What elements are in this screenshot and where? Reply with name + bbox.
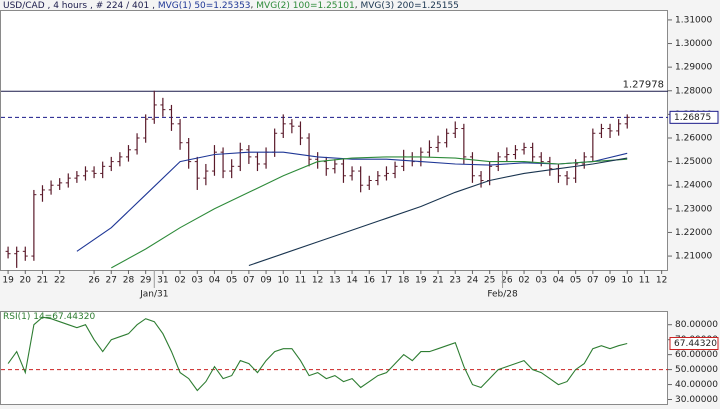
x-tick-label: 17 bbox=[381, 276, 392, 286]
x-tick-label: 11 bbox=[639, 276, 650, 286]
series-line bbox=[7, 316, 628, 392]
reference-label: 1.27978 bbox=[623, 79, 664, 90]
x-tick-label: 19 bbox=[415, 276, 427, 286]
x-tick-label: 22 bbox=[54, 276, 65, 286]
y-tick-label: 60.00000 bbox=[675, 350, 718, 360]
x-tick-label: 05 bbox=[226, 276, 237, 286]
x-tick-label: 04 bbox=[553, 276, 565, 286]
series-line bbox=[248, 157, 628, 267]
y-tick-label: 1.22000 bbox=[675, 228, 712, 238]
y-tick-label: 30.00000 bbox=[675, 395, 718, 405]
y-tick-label: 1.30000 bbox=[675, 39, 712, 49]
series-line bbox=[76, 151, 628, 252]
x-tick-label: 14 bbox=[346, 276, 358, 286]
legend-entry: MVG(1) 50=1.25353 bbox=[158, 1, 251, 11]
x-tick-label: 10 bbox=[278, 276, 290, 286]
x-tick-label: 31 bbox=[157, 276, 168, 286]
legend-entry: RSI(1) 14=67.44320 bbox=[3, 312, 95, 322]
x-tick-label: 24 bbox=[467, 276, 479, 286]
y-tick-label: 1.25000 bbox=[675, 157, 712, 167]
x-tick-label: 26 bbox=[501, 276, 513, 286]
x-tick-label: 26 bbox=[88, 276, 100, 286]
x-tick-label: 23 bbox=[450, 276, 461, 286]
x-tick-label-secondary: Feb/28 bbox=[487, 290, 518, 300]
price-label-box bbox=[669, 110, 719, 124]
x-tick-label: 29 bbox=[140, 276, 152, 286]
x-tick-label: 02 bbox=[174, 276, 185, 286]
legend-entry: MVG(2) 100=1.25101 bbox=[256, 1, 354, 11]
x-tick-label: 09 bbox=[260, 276, 272, 286]
price-label: 1.26875 bbox=[674, 113, 711, 123]
x-tick-label: 19 bbox=[2, 276, 14, 286]
panel-header: USD/CAD , 4 hours , # 224 / 401 , MVG(1)… bbox=[3, 1, 459, 11]
x-tick-label: 16 bbox=[364, 276, 376, 286]
x-tick-label: 20 bbox=[20, 276, 32, 286]
x-tick-label: 25 bbox=[484, 276, 495, 286]
x-tick-label: 21 bbox=[37, 276, 48, 286]
x-tick-label: 21 bbox=[432, 276, 443, 286]
y-tick-label: 1.26000 bbox=[675, 133, 712, 143]
x-tick-label-secondary: Jan/31 bbox=[139, 290, 168, 300]
x-tick-label: 07 bbox=[243, 276, 254, 286]
x-tick-label: 13 bbox=[329, 276, 340, 286]
x-tick-label: 28 bbox=[123, 276, 135, 286]
y-tick-label: 40.00000 bbox=[675, 380, 718, 390]
x-tick-label: 03 bbox=[536, 276, 547, 286]
x-tick-label: 27 bbox=[106, 276, 117, 286]
x-tick-label: 03 bbox=[192, 276, 203, 286]
y-tick-label: 1.29000 bbox=[675, 63, 712, 73]
y-tick-label: 1.21000 bbox=[675, 252, 712, 262]
y-tick-label: 1.28000 bbox=[675, 86, 712, 96]
x-tick-label: 04 bbox=[209, 276, 221, 286]
series-line bbox=[111, 156, 628, 269]
x-tick-label: 12 bbox=[656, 276, 667, 286]
y-tick-label: 50.00000 bbox=[675, 365, 718, 375]
price-panel bbox=[0, 10, 668, 271]
y-tick-label: 1.31000 bbox=[675, 15, 712, 25]
y-tick-label: 1.23000 bbox=[675, 204, 712, 214]
y-tick-label: 1.24000 bbox=[675, 181, 712, 191]
header-text: USD/CAD , 4 hours , # 224 / 401 , bbox=[3, 1, 155, 11]
x-tick-label: 05 bbox=[570, 276, 581, 286]
x-tick-label: 18 bbox=[398, 276, 410, 286]
panel-header: RSI(1) 14=67.44320 bbox=[3, 312, 95, 322]
rsi-panel bbox=[0, 311, 668, 405]
value-label-box bbox=[669, 336, 719, 350]
value-label: 67.44320 bbox=[674, 339, 717, 349]
x-tick-label: 10 bbox=[622, 276, 634, 286]
x-tick-label: 09 bbox=[604, 276, 616, 286]
legend-entry: MVG(3) 200=1.25155 bbox=[360, 1, 458, 11]
x-tick-label: 07 bbox=[587, 276, 598, 286]
y-tick-label: 80.00000 bbox=[675, 320, 718, 330]
x-tick-label: 12 bbox=[312, 276, 323, 286]
x-tick-label: 11 bbox=[295, 276, 306, 286]
x-tick-label: 02 bbox=[518, 276, 529, 286]
